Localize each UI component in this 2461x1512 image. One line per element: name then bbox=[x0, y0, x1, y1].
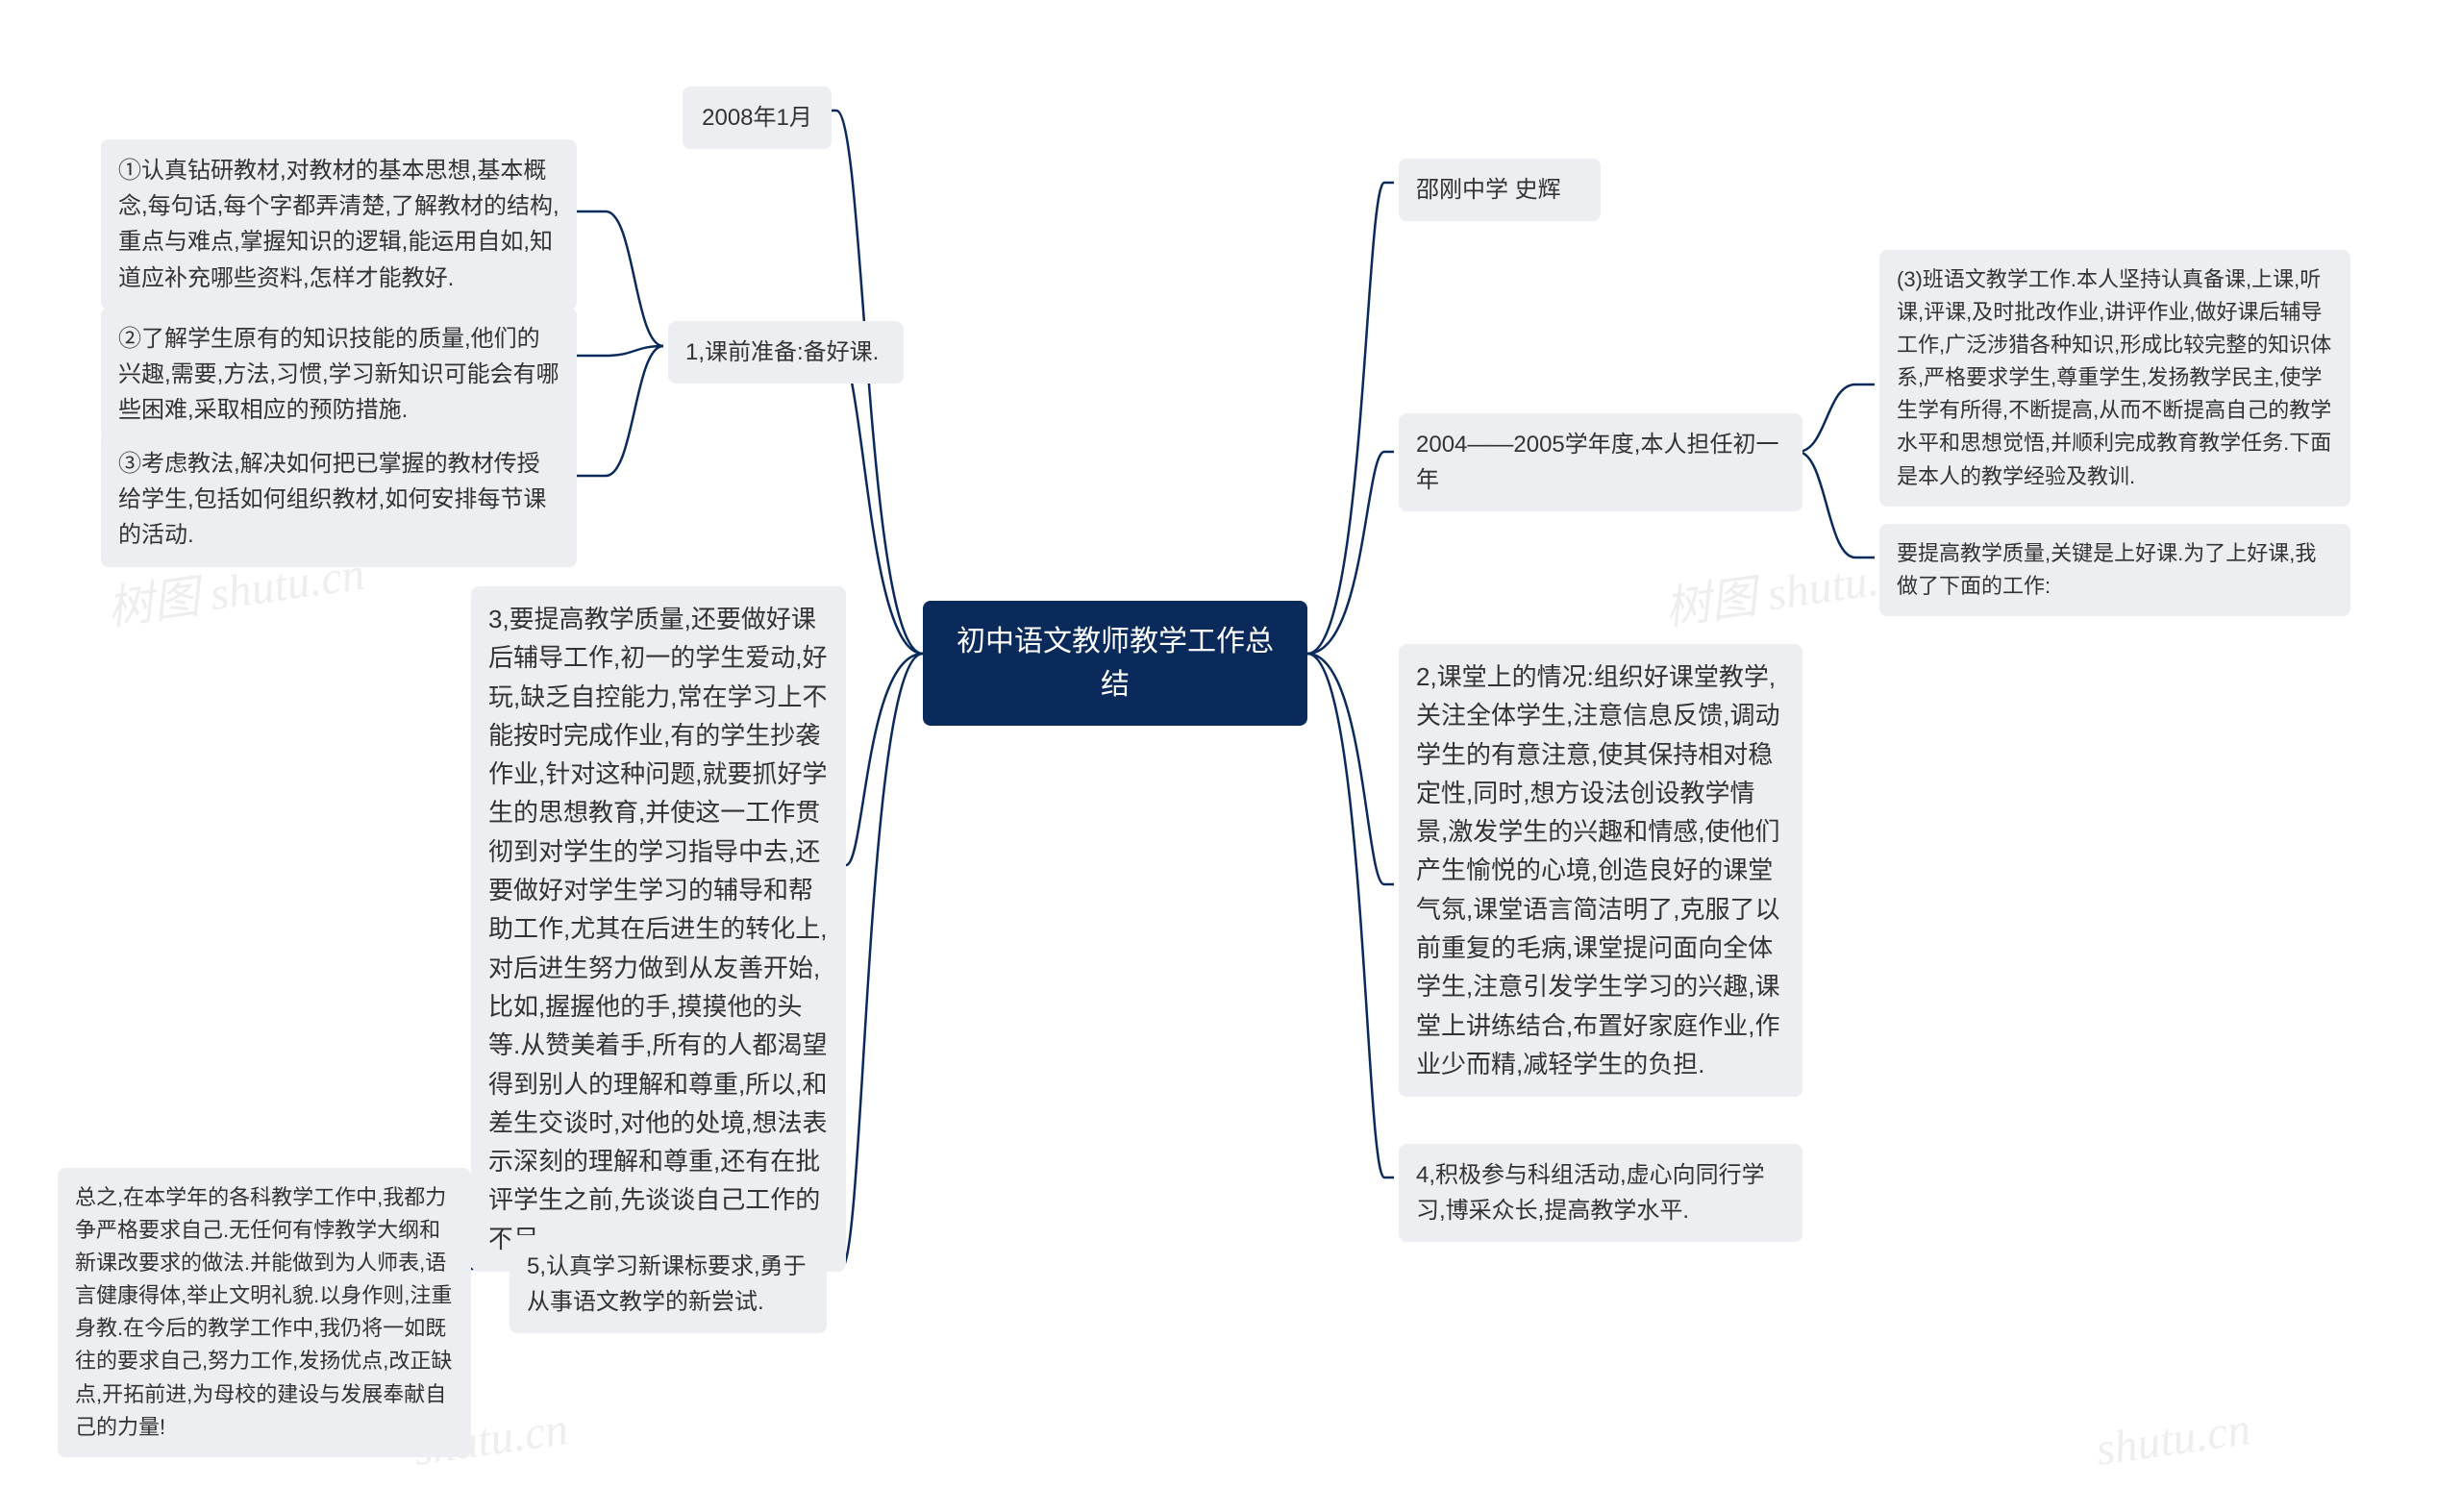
root-node: 初中语文教师教学工作总结 bbox=[923, 601, 1307, 726]
node-text: 4,积极参与科组活动,虚心向同行学习,博采众长,提高教学水平. bbox=[1416, 1162, 1765, 1224]
node-text: 总之,在本学年的各科教学工作中,我都力争严格要求自己.无任何有悖教学大纲和新课改… bbox=[75, 1185, 452, 1439]
node-text: 要提高教学质量,关键是上好课.为了上好课,我做了下面的工作: bbox=[1897, 541, 2316, 598]
node-text: ②了解学生原有的知识技能的质量,他们的兴趣,需要,方法,习惯,学习新知识可能会有… bbox=[118, 326, 559, 423]
node-text: 3,要提高教学质量,还要做好课后辅导工作,初一的学生爱动,好玩,缺乏自控能力,常… bbox=[488, 605, 827, 1253]
root-text: 初中语文教师教学工作总结 bbox=[957, 626, 1274, 701]
node-prepare-sub2: ②了解学生原有的知识技能的质量,他们的兴趣,需要,方法,习惯,学习新知识可能会有… bbox=[101, 308, 577, 442]
node-class: 2,课堂上的情况:组织好课堂教学,关注全体学生,注意信息反馈,调动学生的有意注意… bbox=[1399, 644, 1802, 1097]
node-text: ③考虑教法,解决如何把已掌握的教材传授给学生,包括如何组织教材,如何安排每节课的… bbox=[118, 451, 546, 548]
node-text: ①认真钻研教材,对教材的基本思想,基本概念,每句话,每个字都弄清楚,了解教材的结… bbox=[118, 158, 559, 291]
node-text: 2,课堂上的情况:组织好课堂教学,关注全体学生,注意信息反馈,调动学生的有意注意… bbox=[1416, 662, 1779, 1078]
node-prepare: 1,课前准备:备好课. bbox=[668, 321, 904, 384]
node-year-sub2: 要提高教学质量,关键是上好课.为了上好课,我做了下面的工作: bbox=[1879, 524, 2350, 616]
node-newtry: 5,认真学习新课标要求,勇于从事语文教学的新尝试. bbox=[510, 1235, 827, 1333]
watermark: shutu.cn bbox=[2093, 1402, 2253, 1476]
node-text: 2008年1月 bbox=[702, 105, 812, 131]
node-text: 2004——2005学年度,本人担任初一年 bbox=[1416, 432, 1778, 493]
node-text: 1,课前准备:备好课. bbox=[685, 339, 879, 365]
node-year-sub1: (3)班语文教学工作.本人坚持认真备课,上课,听课,评课,及时批改作业,讲评作业… bbox=[1879, 250, 2350, 507]
node-text: 邵刚中学 史辉 bbox=[1416, 177, 1561, 203]
node-prepare-sub3: ③考虑教法,解决如何把已掌握的教材传授给学生,包括如何组织教材,如何安排每节课的… bbox=[101, 433, 577, 567]
node-newtry-summary: 总之,在本学年的各科教学工作中,我都力争严格要求自己.无任何有悖教学大纲和新课改… bbox=[58, 1168, 471, 1457]
node-text: 5,认真学习新课标要求,勇于从事语文教学的新尝试. bbox=[527, 1253, 807, 1315]
node-date: 2008年1月 bbox=[683, 87, 832, 149]
node-active: 4,积极参与科组活动,虚心向同行学习,博采众长,提高教学水平. bbox=[1399, 1144, 1802, 1242]
node-school: 邵刚中学 史辉 bbox=[1399, 159, 1601, 221]
node-text: (3)班语文教学工作.本人坚持认真备课,上课,听课,评课,及时批改作业,讲评作业… bbox=[1897, 267, 2331, 488]
node-quality: 3,要提高教学质量,还要做好课后辅导工作,初一的学生爱动,好玩,缺乏自控能力,常… bbox=[471, 586, 846, 1272]
node-year: 2004——2005学年度,本人担任初一年 bbox=[1399, 413, 1802, 511]
node-prepare-sub1: ①认真钻研教材,对教材的基本思想,基本概念,每句话,每个字都弄清楚,了解教材的结… bbox=[101, 139, 577, 310]
